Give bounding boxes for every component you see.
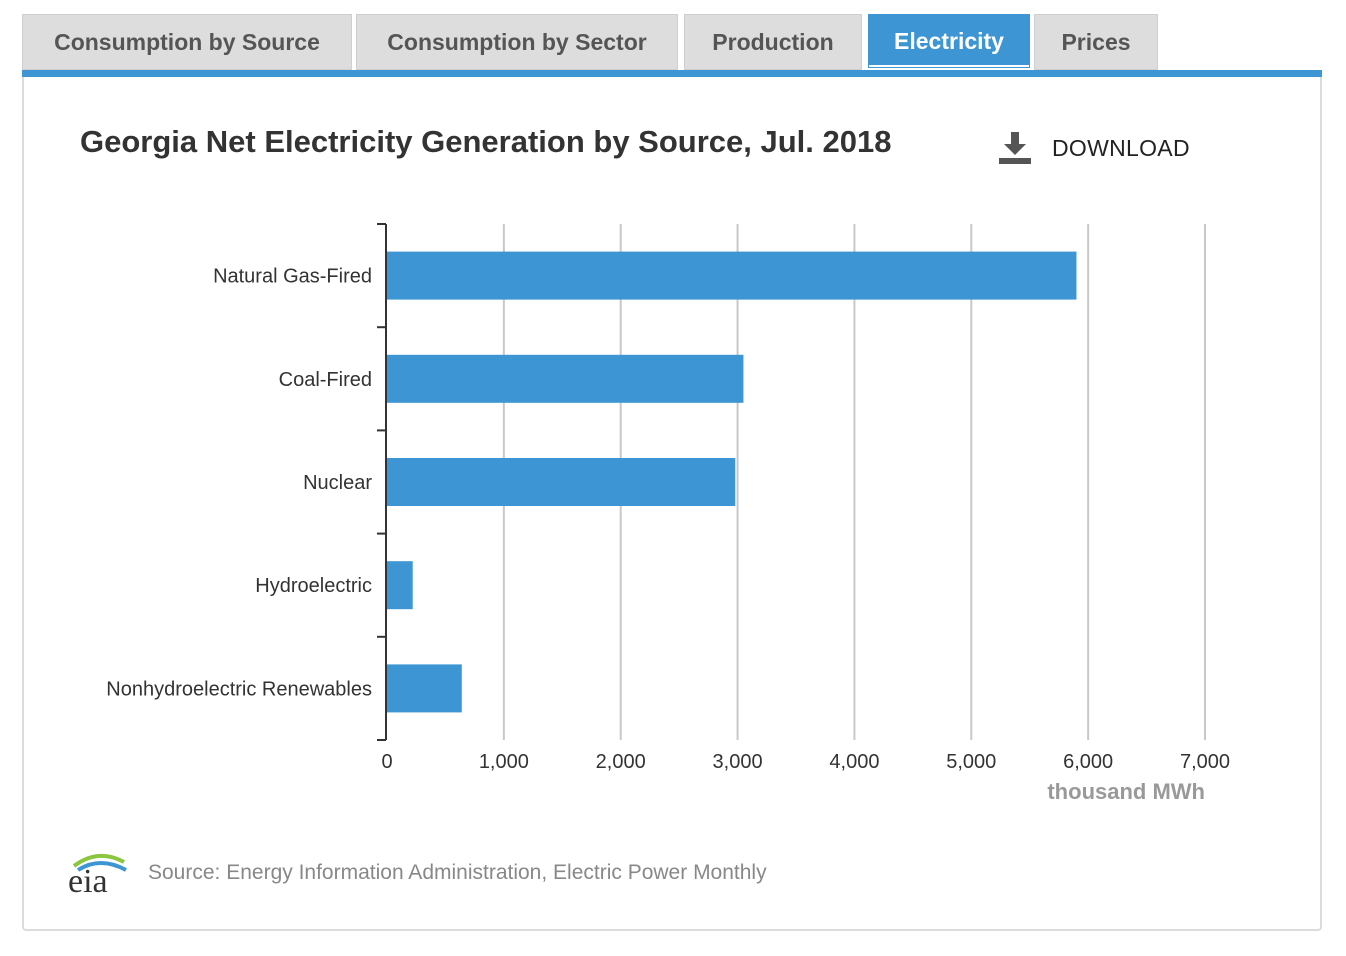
tab-production[interactable]: Production [684,14,862,70]
chart-panel [22,77,1322,931]
source-text: Source: Energy Information Administratio… [148,861,767,884]
bar [387,251,1077,300]
x-tick-label: 1,000 [479,751,529,773]
x-tick-label: 5,000 [946,751,996,773]
x-tick-label: 0 [381,751,392,773]
x-tick-label: 7,000 [1180,751,1230,773]
category-label: Natural Gas-Fired [213,266,372,288]
category-label: Hydroelectric [255,575,372,597]
bar [387,561,413,610]
tab-prices[interactable]: Prices [1034,14,1158,70]
tab-consumption-by-source[interactable]: Consumption by Source [22,14,352,70]
x-axis-label: thousand MWh [1047,779,1205,804]
bar [387,458,736,506]
tab-underline [22,70,1322,77]
chart-title: Georgia Net Electricity Generation by So… [80,124,892,159]
eia-logo: eia [68,854,127,896]
tab-electricity[interactable]: Electricity [868,14,1030,68]
category-label: Nonhydroelectric Renewables [106,678,372,700]
download-button[interactable]: DOWNLOAD [997,128,1190,168]
download-label: DOWNLOAD [1052,134,1190,161]
chart-footer: eia Source: Energy Information Administr… [68,850,767,896]
x-tick-label: 3,000 [713,751,763,773]
x-tick-label: 6,000 [1063,751,1113,773]
eia-logo-text: eia [68,863,108,896]
tab-consumption-by-sector[interactable]: Consumption by Sector [356,14,678,70]
x-tick-label: 4,000 [829,751,879,773]
category-label: Coal-Fired [279,369,372,391]
x-tick-label: 2,000 [596,751,646,773]
bar [387,664,462,713]
download-icon [999,132,1031,164]
bar [387,354,744,403]
category-label: Nuclear [303,472,372,494]
